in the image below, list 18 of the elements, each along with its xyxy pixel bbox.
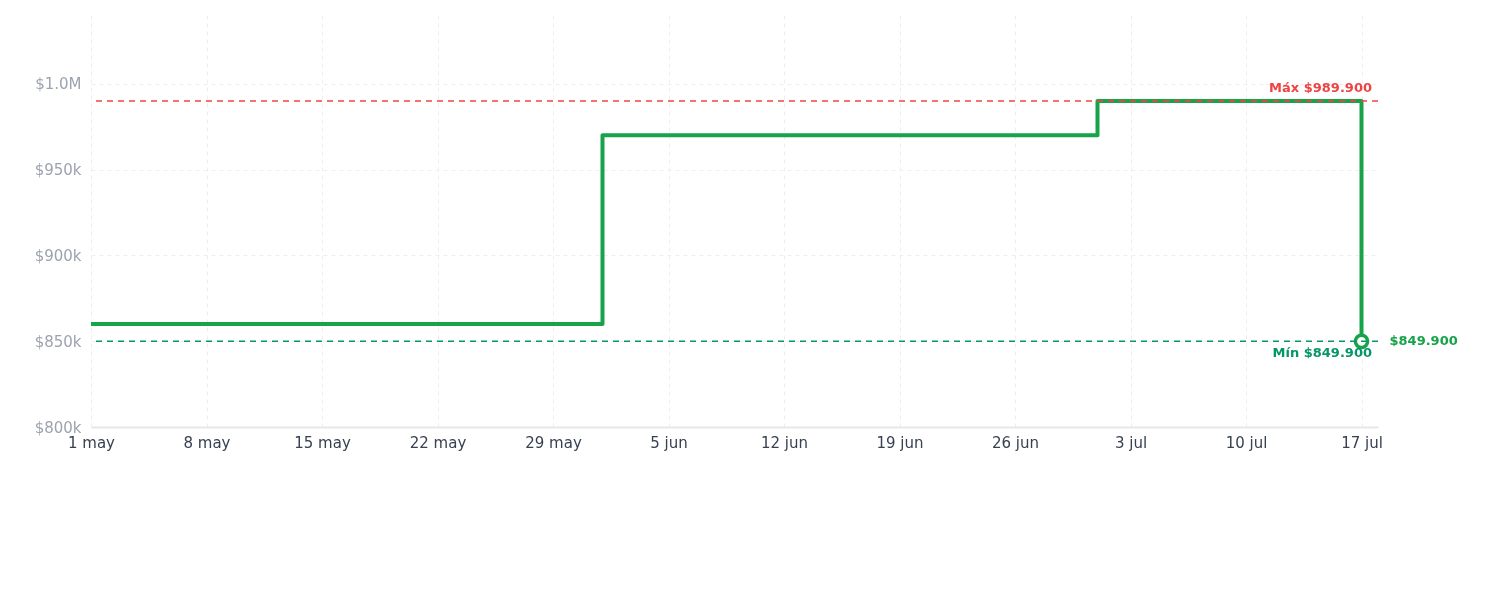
y-tick-label: $950k [34, 161, 82, 179]
x-tick-label: 5 jun [650, 433, 688, 452]
y-tick-label: $850k [34, 332, 82, 351]
x-tick-label: 12 jun [760, 433, 809, 452]
x-tick-label: 10 jul [1225, 433, 1268, 452]
annotation: $849.900 [1389, 333, 1458, 349]
ref-line-label: Máx $989.900 [1269, 80, 1372, 95]
x-tick-label: 3 jul [1114, 433, 1148, 452]
y-tick-label: $1.0M [35, 75, 82, 94]
x-tick-label: 15 may [294, 433, 351, 452]
x-tick-label: 29 may [525, 433, 582, 452]
y-tick-label: $900k [34, 246, 82, 265]
x-tick-label: 8 may [183, 433, 231, 452]
x-tick-label: 19 jun [876, 433, 924, 452]
x-tick-label: 17 jul [1341, 433, 1383, 452]
ref-line-label: Mín $849.900 [1272, 345, 1372, 361]
x-tick-label: 26 jun [991, 433, 1040, 452]
x-tick-label: 22 may [409, 433, 467, 452]
